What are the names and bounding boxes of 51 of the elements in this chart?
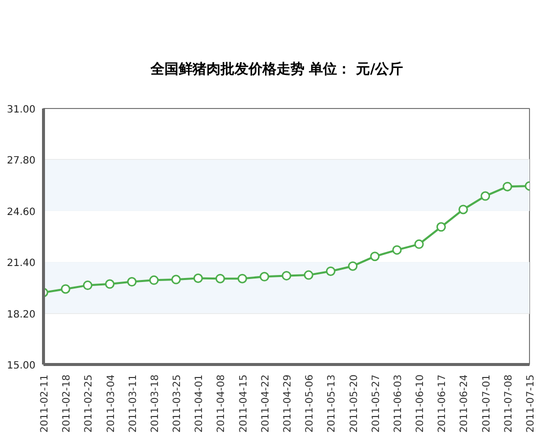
- x-tick-label: 2011-05-06: [304, 374, 316, 433]
- x-tick-label: 2011-07-15: [526, 374, 536, 433]
- x-tick-label: 2011-03-25: [172, 374, 184, 433]
- x-tick-label: 2011-06-17: [437, 374, 448, 433]
- point: [82, 280, 92, 290]
- point: [193, 274, 203, 283]
- point: [414, 239, 424, 249]
- point: [502, 182, 512, 192]
- point: [348, 261, 358, 271]
- y-tick-label: 27.80: [6, 156, 36, 167]
- point: [105, 279, 115, 289]
- x-tick-label: 2011-07-08: [503, 374, 514, 433]
- point: [260, 272, 270, 282]
- x-tick-label: 2011-04-08: [216, 374, 228, 433]
- x-tick-label: 2011-02-25: [84, 374, 95, 433]
- x-tick-label: 2011-04-22: [260, 374, 272, 433]
- point: [304, 270, 314, 280]
- x-tick-label: 2011-05-13: [326, 374, 338, 433]
- x-tick-label: 2011-05-20: [348, 374, 360, 433]
- point: [215, 274, 225, 284]
- point: [127, 277, 137, 287]
- x-tick-label: 2011-03-18: [150, 374, 161, 433]
- x-tick-label: 2011-04-15: [238, 374, 250, 433]
- point: [436, 222, 446, 232]
- x-tick-label: 2011-06-10: [415, 374, 426, 433]
- y-tick-label: 24.60: [6, 206, 36, 218]
- point: [392, 245, 402, 255]
- x-tick-label: 2011-02-18: [62, 374, 73, 433]
- x-tick-label: 2011-02-11: [40, 374, 50, 433]
- y-tick-label: 21.40: [6, 258, 36, 270]
- point: [171, 274, 181, 284]
- x-tick-label: 2011-07-01: [481, 374, 492, 433]
- y-tick-label: 18.20: [6, 309, 36, 320]
- y-tick-label: 31.00: [6, 104, 36, 116]
- point: [60, 284, 70, 294]
- point: [238, 274, 248, 284]
- x-tick-label: 2011-06-03: [392, 374, 404, 433]
- point: [149, 275, 159, 285]
- chart-title: 全国鲜猪肉批发价格走势 单位： 元/公斤: [149, 60, 404, 78]
- x-tick-label: 2011-05-27: [370, 374, 382, 433]
- x-tick-label: 2011-04-29: [282, 374, 294, 433]
- y-tick-label: 15.00: [6, 360, 36, 372]
- x-tick-label: 2011-04-01: [194, 374, 206, 433]
- x-tick-label: 2011-03-11: [128, 374, 139, 433]
- point: [326, 266, 336, 276]
- x-tick-label: 2011-06-24: [459, 374, 470, 433]
- point: [282, 270, 292, 280]
- point: [480, 191, 490, 201]
- x-tick-label: 2011-03-04: [106, 374, 117, 433]
- point: [458, 204, 468, 214]
- point: [370, 252, 380, 262]
